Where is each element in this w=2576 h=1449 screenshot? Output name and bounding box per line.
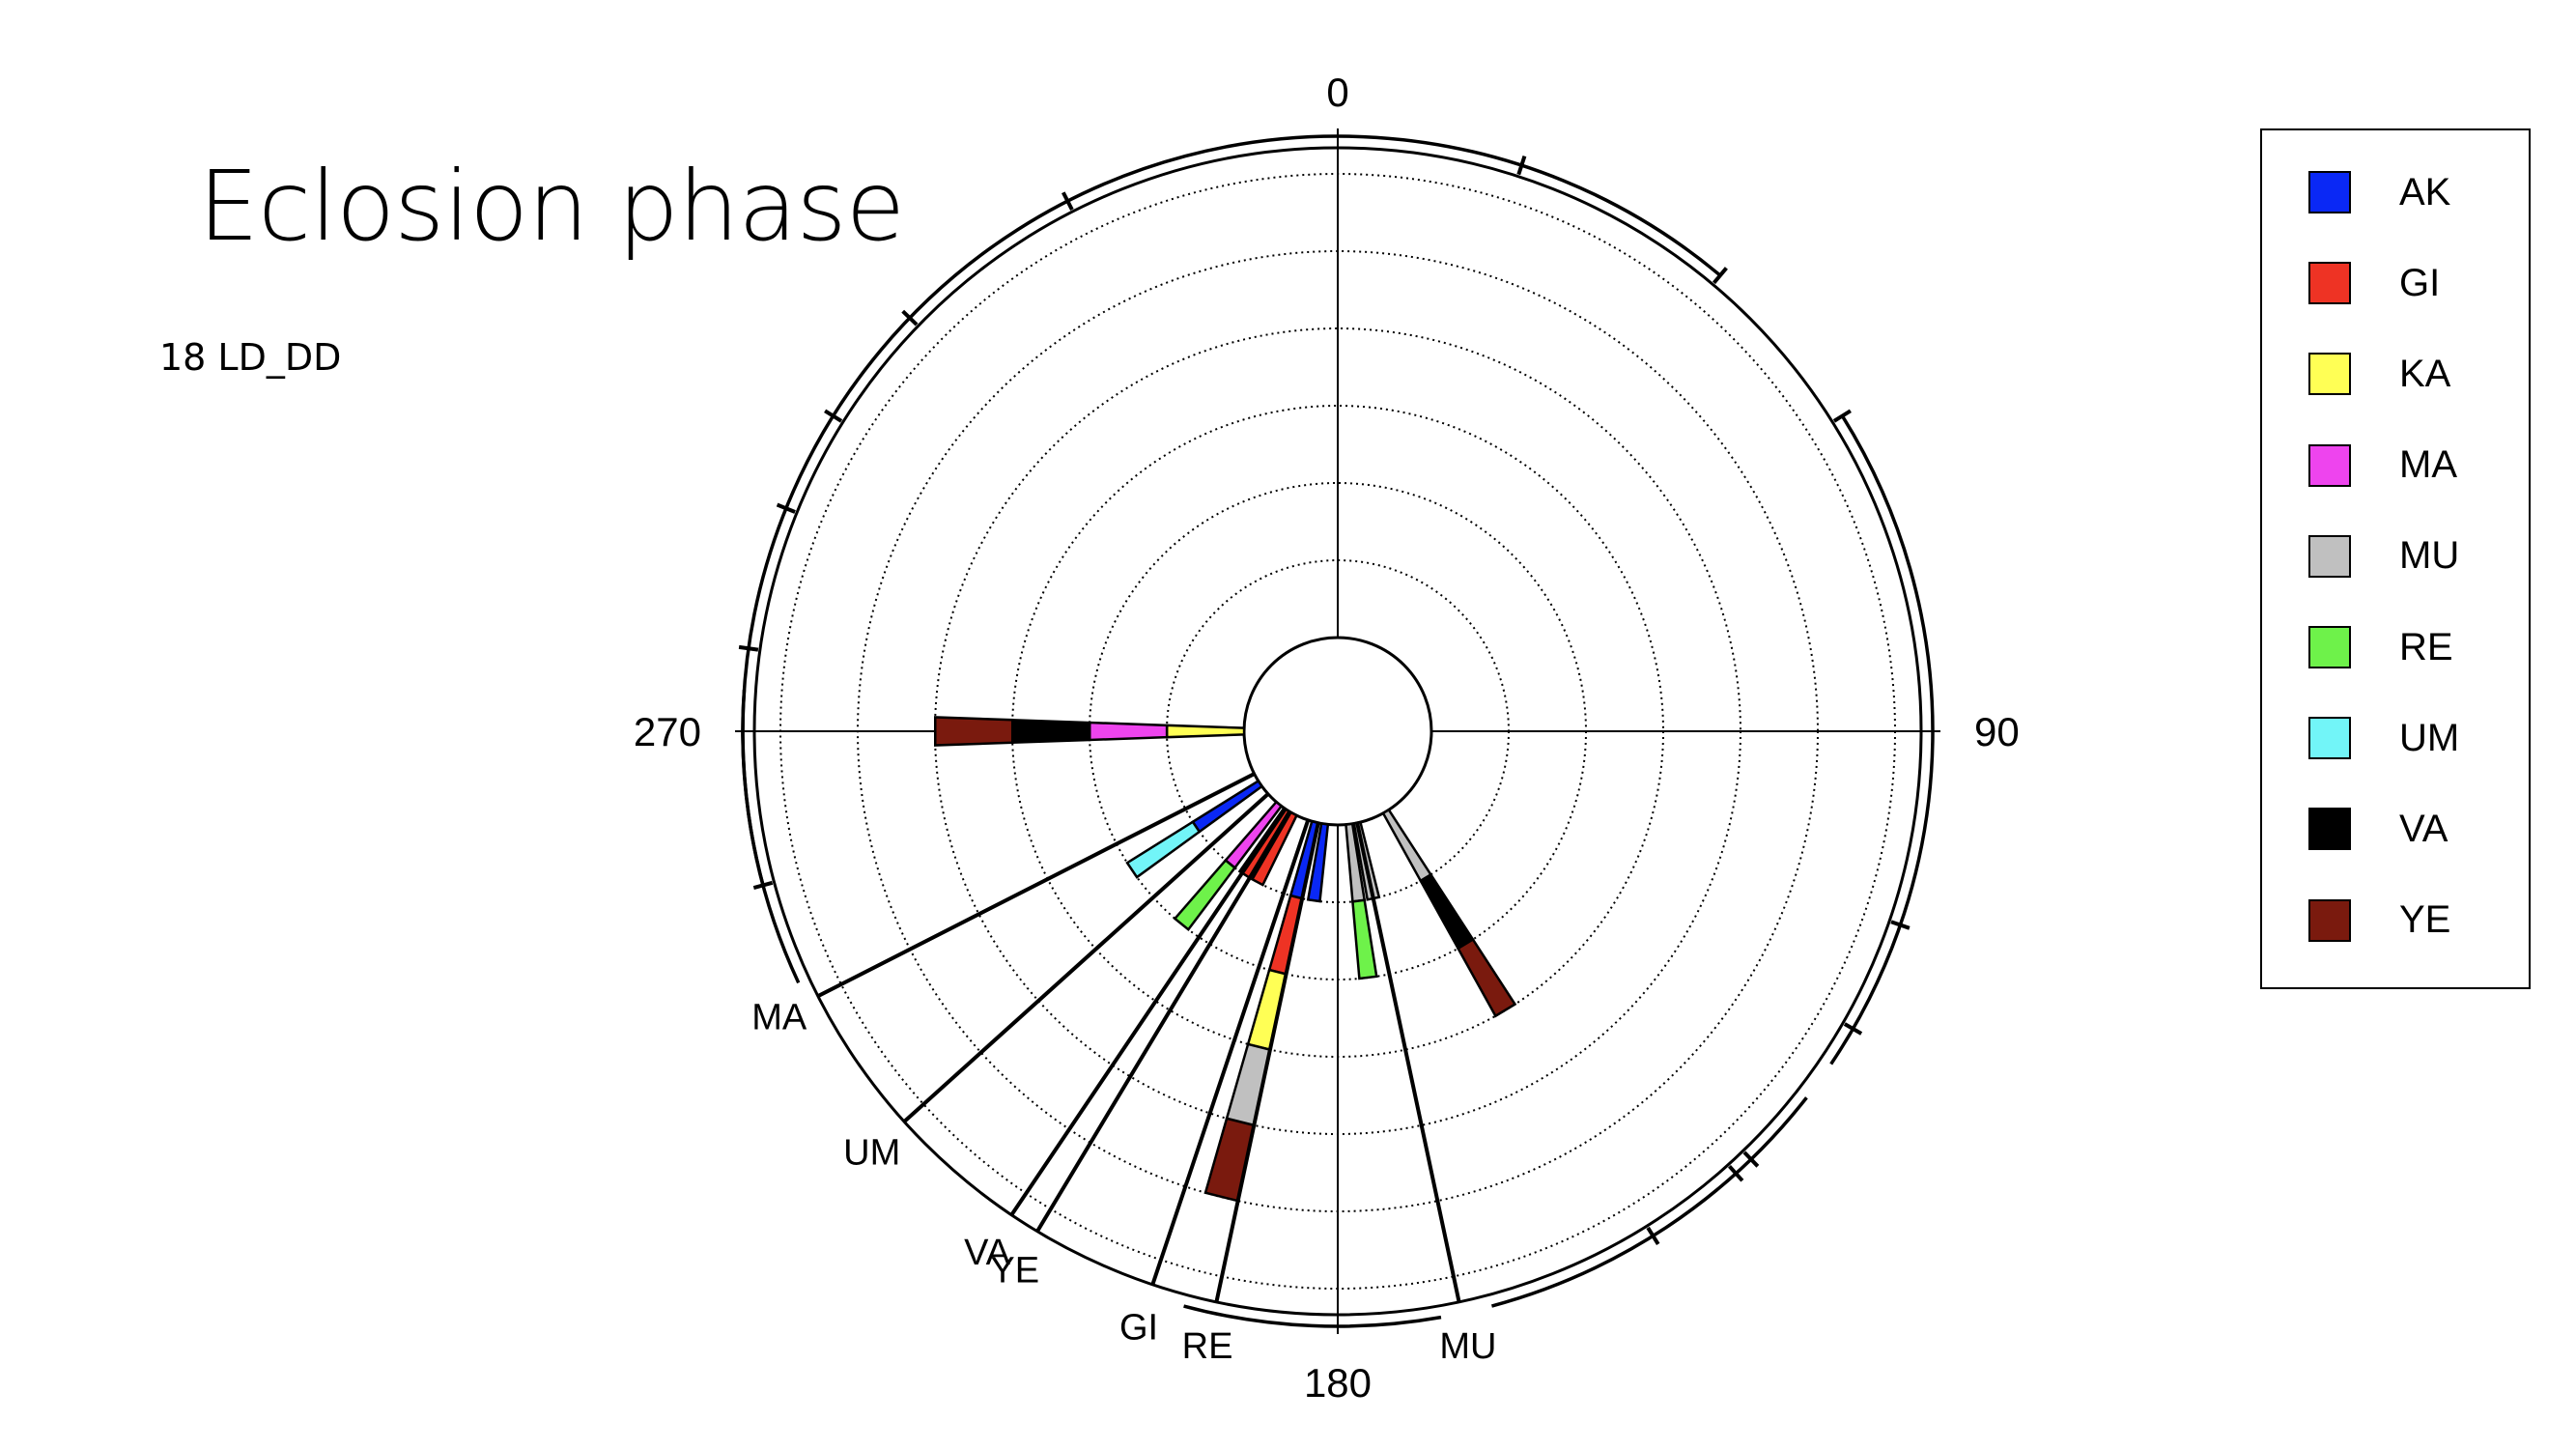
bar-segment-ak <box>1306 822 1330 903</box>
arc-tick <box>824 409 843 423</box>
slide-subtitle: 18 LD_DD <box>159 336 342 379</box>
legend-item-ak: AK <box>2308 169 2450 215</box>
legend-label: AK <box>2399 170 2451 213</box>
legend-label: VA <box>2399 807 2449 850</box>
mean-vector-gi <box>1150 819 1311 1286</box>
bar-segment-mu <box>1381 808 1433 883</box>
legend-item-um: UM <box>2308 715 2459 761</box>
bar-segment-va <box>1419 872 1475 951</box>
legend-swatch <box>2308 353 2351 396</box>
legend-item-ka: KA <box>2308 351 2450 397</box>
arc-tick <box>738 644 759 652</box>
arc-tick <box>1728 1165 1744 1182</box>
axis-labels: 0 90 180 270 <box>634 70 2020 1406</box>
vector-label-ye: YE <box>990 1250 1039 1291</box>
arc-tick <box>776 502 796 514</box>
arc-tick <box>752 880 774 890</box>
arc-tick <box>1646 1226 1660 1245</box>
mean-vector-mu <box>1355 822 1461 1303</box>
vector-label-um: UM <box>843 1132 900 1173</box>
legend-label: RE <box>2399 625 2453 668</box>
arc-tick <box>1062 191 1074 211</box>
vector-label-gi: GI <box>1119 1307 1158 1348</box>
legend-item-va: VA <box>2308 806 2448 852</box>
confidence-arc <box>741 134 1722 886</box>
legend-swatch <box>2308 898 2351 942</box>
arc-tick <box>1516 156 1527 176</box>
inner-circle <box>1242 636 1433 827</box>
legend-swatch <box>2308 171 2351 213</box>
bar-segment-ka <box>1165 724 1246 739</box>
bar-segment-re <box>1351 898 1378 980</box>
bar-segment-gi <box>1250 810 1299 887</box>
angle-tick-label: 270 <box>634 709 701 754</box>
arc-tick <box>1890 920 1911 930</box>
angle-tick-label: 90 <box>1974 709 2020 754</box>
bar-segment-gi <box>1267 894 1304 976</box>
outer-phase-arcs <box>738 134 1935 1328</box>
arc-tick <box>901 309 919 327</box>
confidence-arc <box>747 813 801 984</box>
mean-vector-ma <box>816 772 1256 998</box>
legend-swatch <box>2308 534 2351 578</box>
legend-item-re: RE <box>2308 624 2453 670</box>
angle-tick-label: 180 <box>1304 1360 1372 1406</box>
confidence-arc <box>1183 1304 1442 1328</box>
legend-swatch <box>2308 717 2351 760</box>
slide-title: Eclosion phase <box>198 150 905 263</box>
legend-label: GI <box>2399 261 2441 304</box>
legend-item-ma: MA <box>2308 442 2457 489</box>
bar-segment-ma <box>1088 721 1169 742</box>
legend: AK GI KA MA MU RE UM VA YE <box>2260 128 2531 989</box>
mean-vector-va <box>1009 808 1288 1216</box>
bar-segment-ye <box>934 716 1014 747</box>
legend-item-gi: GI <box>2308 260 2440 306</box>
arc-tick <box>1712 267 1728 285</box>
arc-tick <box>1843 1022 1863 1036</box>
legend-swatch <box>2308 626 2351 668</box>
vector-label-re: RE <box>1182 1326 1233 1367</box>
arc-tick <box>1742 1151 1760 1168</box>
polar-grid <box>735 128 1940 1334</box>
confidence-arc <box>741 689 750 814</box>
vector-label-va: VA <box>964 1233 1011 1273</box>
legend-label: MU <box>2399 534 2460 578</box>
legend-label: YE <box>2399 898 2451 942</box>
legend-item-ye: YE <box>2308 897 2450 944</box>
mean-vector-re <box>1214 822 1320 1303</box>
legend-swatch <box>2308 262 2351 305</box>
angle-tick-label: 0 <box>1326 70 1348 115</box>
mean-vector-ye <box>1035 810 1291 1233</box>
bar-segment-va <box>1010 718 1091 745</box>
legend-label: MA <box>2399 443 2457 487</box>
arc-tick <box>1832 409 1852 423</box>
legend-swatch <box>2308 443 2351 487</box>
confidence-arc <box>1490 1096 1808 1308</box>
confidence-arc <box>1829 414 1935 1065</box>
vector-label-ma: MA <box>751 998 807 1038</box>
bar-segment-um <box>1125 820 1202 879</box>
legend-label: KA <box>2399 352 2451 395</box>
legend-item-mu: MU <box>2308 533 2459 580</box>
bar-segment-ye <box>1456 937 1517 1018</box>
legend-swatch <box>2308 808 2351 851</box>
vector-label-mu: MU <box>1439 1326 1496 1367</box>
mean-vector-um <box>902 792 1270 1123</box>
bar-segment-re <box>1173 858 1237 932</box>
legend-label: UM <box>2399 716 2460 759</box>
